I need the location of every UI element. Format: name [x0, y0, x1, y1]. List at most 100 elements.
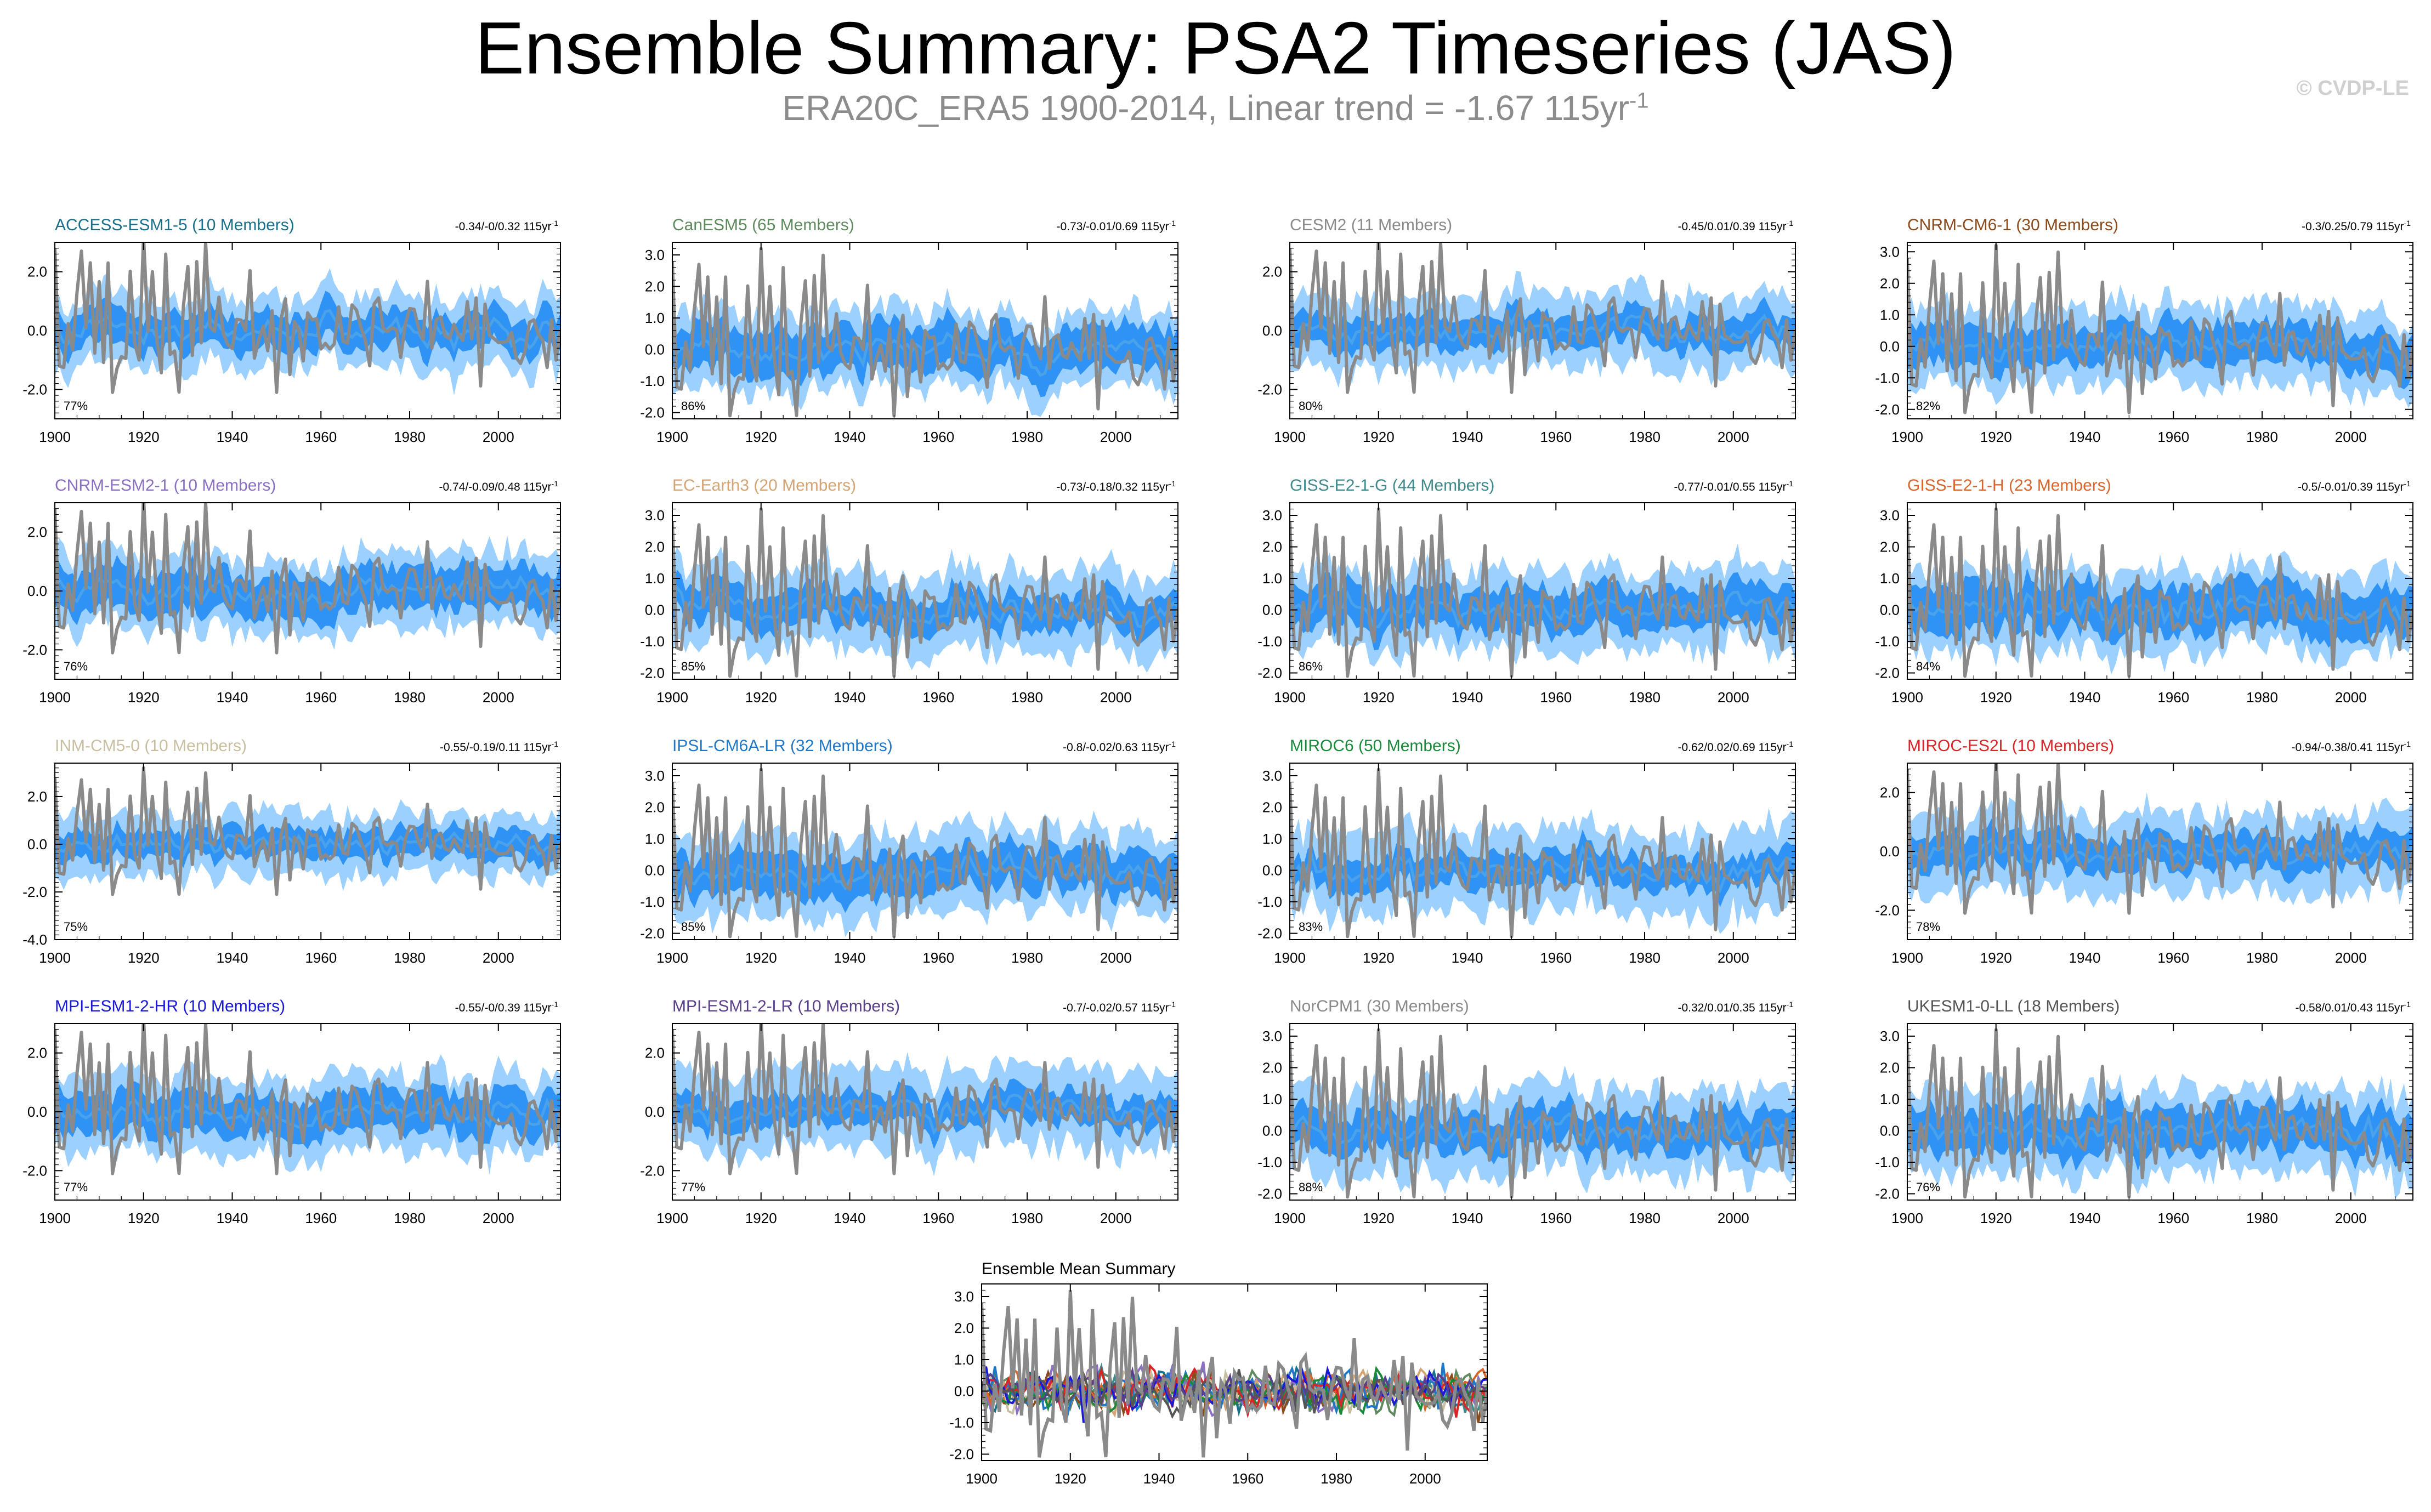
panel-plot: [1907, 507, 2413, 678]
y-tick-label: -2.0: [1257, 1186, 1282, 1202]
x-tick-label: 1900: [656, 1210, 688, 1226]
panel-title: EC-Earth3 (20 Members): [672, 476, 856, 494]
panel-plot: [55, 766, 560, 896]
panel-trend: -0.32/0.01/0.35 115yr-1: [1678, 1000, 1793, 1014]
panel-title: CESM2 (11 Members): [1290, 216, 1452, 234]
y-tick-label: 2.0: [1880, 785, 1900, 801]
trend-exponent: -1: [2404, 740, 2411, 748]
x-tick-label: 1980: [1629, 950, 1661, 966]
y-tick-label: 3.0: [645, 768, 665, 784]
panel-trend: -0.45/0.01/0.39 115yr-1: [1678, 219, 1793, 233]
trend-value: -0.34/-0/0.32 115yr: [455, 220, 552, 233]
x-tick-label: 1940: [834, 689, 866, 706]
x-tick-label: 1960: [2157, 689, 2189, 706]
panel-title: GISS-E2-1-G (44 Members): [1290, 476, 1494, 494]
observed-line: [1290, 768, 1795, 939]
summary-y-tick-label: 1.0: [954, 1351, 974, 1368]
observed-line: [672, 768, 1178, 939]
y-tick-label: -1.0: [640, 373, 665, 389]
x-tick-label: 1960: [2157, 950, 2189, 966]
x-tick-label: 1960: [922, 689, 954, 706]
x-tick-label: 1960: [305, 950, 337, 966]
observed-line: [672, 1024, 1178, 1175]
y-tick-label: -2.0: [22, 884, 47, 900]
x-tick-label: 1920: [1363, 1210, 1395, 1226]
panel-plot: [1290, 242, 1795, 394]
panel-8: GISS-E2-1-H (23 Members) -0.5/-0.01/0.39 …: [1875, 476, 2413, 706]
panel-percent: 88%: [1299, 1180, 1323, 1194]
panel-percent: 80%: [1299, 399, 1323, 413]
trend-exponent: -1: [1787, 219, 1794, 228]
y-tick-label: -2.0: [1875, 665, 1900, 681]
panel-15: NorCPM1 (30 Members) -0.32/0.01/0.35 115y…: [1257, 997, 1796, 1226]
panel-9: INM-CM5-0 (10 Members) -0.55/-0.19/0.11 1…: [22, 737, 561, 966]
y-tick-label: 1.0: [1262, 831, 1282, 847]
x-tick-label: 1960: [2157, 429, 2189, 445]
x-tick-label: 1900: [1274, 429, 1306, 445]
y-tick-label: 0.0: [1880, 338, 1900, 355]
x-tick-label: 1900: [39, 429, 71, 445]
panel-16: UKESM1-0-LL (18 Members) -0.58/0.01/0.43 …: [1875, 997, 2413, 1226]
trend-exponent: -1: [2404, 1000, 2411, 1009]
x-tick-label: 1940: [217, 689, 248, 706]
x-tick-label: 1960: [1540, 1210, 1572, 1226]
x-tick-label: 1920: [1363, 689, 1395, 706]
y-tick-label: 2.0: [645, 278, 665, 295]
y-tick-label: 1.0: [645, 831, 665, 847]
panel-percent: 76%: [64, 660, 88, 673]
panel-title: MPI-ESM1-2-LR (10 Members): [672, 997, 900, 1015]
x-tick-label: 1900: [39, 1210, 71, 1226]
panel-percent: 82%: [1916, 399, 1940, 413]
panel-title: MIROC-ES2L (10 Members): [1907, 737, 2114, 755]
panel-5: CNRM-ESM2-1 (10 Members) -0.74/-0.09/0.48…: [22, 476, 561, 706]
observed-line: [1907, 763, 2413, 915]
summary-x-tick-label: 2000: [1409, 1470, 1441, 1487]
panel-percent: 77%: [64, 399, 88, 413]
panel-percent: 84%: [1916, 660, 1940, 673]
x-tick-label: 1920: [1363, 950, 1395, 966]
summary-x-tick-label: 1940: [1143, 1470, 1175, 1487]
trend-value: -0.55/-0.19/0.11 115yr: [440, 741, 552, 754]
panel-10: IPSL-CM6A-LR (32 Members) -0.8/-0.02/0.63…: [640, 737, 1178, 966]
summary-y-tick-label: 0.0: [954, 1383, 974, 1400]
panel-trend: -0.94/-0.38/0.41 115yr-1: [2291, 740, 2411, 754]
x-tick-label: 1960: [922, 429, 954, 445]
y-tick-label: -4.0: [22, 931, 47, 948]
trend-value: -0.58/0.01/0.43 115yr: [2295, 1002, 2404, 1014]
y-tick-label: -2.0: [1257, 925, 1282, 942]
x-tick-label: 1960: [922, 950, 954, 966]
x-tick-label: 1980: [1011, 1210, 1043, 1226]
panel-1: ACCESS-ESM1-5 (10 Members) -0.34/-0/0.32 …: [22, 216, 561, 445]
panel-trend: -0.7/-0.02/0.57 115yr-1: [1063, 1000, 1176, 1014]
summary-x-tick-label: 1900: [966, 1470, 998, 1487]
observed-line: [55, 1024, 560, 1175]
trend-value: -0.94/-0.38/0.41 115yr: [2291, 741, 2404, 754]
y-tick-label: 0.0: [1880, 602, 1900, 618]
y-tick-label: -2.0: [22, 381, 47, 397]
y-tick-label: 0.0: [27, 836, 47, 852]
x-tick-label: 2000: [1718, 950, 1749, 966]
x-tick-label: 2000: [1718, 689, 1749, 706]
panel-frame: [54, 763, 561, 940]
trend-exponent: -1: [1169, 740, 1176, 748]
y-tick-label: -2.0: [1875, 902, 1900, 918]
trend-exponent: -1: [552, 740, 559, 748]
y-tick-label: -1.0: [1257, 633, 1282, 650]
y-tick-label: 3.0: [1880, 1028, 1900, 1044]
x-tick-label: 1980: [1011, 950, 1043, 966]
panel-plot: [1907, 763, 2413, 915]
x-tick-label: 1900: [1274, 950, 1306, 966]
x-tick-label: 1940: [2069, 429, 2101, 445]
panel-title: NorCPM1 (30 Members): [1290, 997, 1469, 1015]
panel-title: UKESM1-0-LL (18 Members): [1907, 997, 2120, 1015]
y-tick-label: 3.0: [645, 507, 665, 524]
x-tick-label: 1940: [834, 950, 866, 966]
x-tick-label: 1980: [394, 1210, 426, 1226]
panel-percent: 85%: [681, 920, 705, 934]
x-tick-label: 1920: [1980, 429, 2012, 445]
panel-title: INM-CM5-0 (10 Members): [55, 737, 247, 755]
x-tick-label: 2000: [2335, 1210, 2367, 1226]
panel-plot: [1290, 768, 1795, 939]
y-tick-label: -2.0: [640, 925, 665, 942]
x-tick-label: 2000: [1100, 950, 1132, 966]
